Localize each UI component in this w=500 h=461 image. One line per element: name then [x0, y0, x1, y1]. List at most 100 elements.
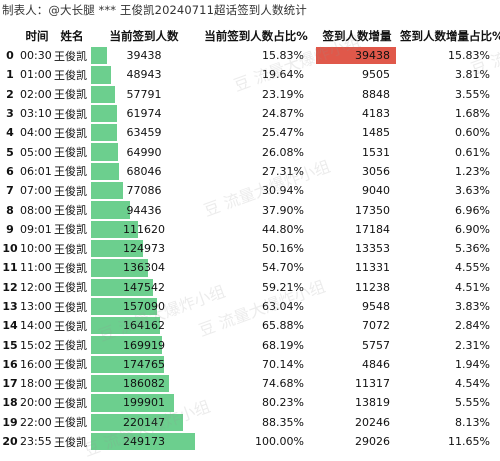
row-current-count: 94436: [90, 200, 198, 219]
count-data-bar: [91, 220, 138, 238]
row-index: 6: [6, 164, 14, 178]
header-increment-pct: 签到人数增量占比%: [400, 29, 500, 43]
row-increment-pct: 4.54%: [455, 377, 490, 391]
row-increment: 13819: [314, 393, 400, 412]
row-current-pct: 100.00%: [255, 435, 304, 449]
row-name: 王俊凯: [54, 358, 87, 372]
row-current-count: 63459: [90, 123, 198, 142]
row-increment-pct: 6.90%: [455, 222, 490, 236]
count-value: 169919: [123, 338, 165, 352]
header-current-count: 当前签到人数: [109, 29, 179, 43]
row-current-pct: 63.04%: [262, 300, 304, 313]
row-increment: 39438: [314, 46, 400, 65]
row-increment: 4183: [314, 104, 400, 123]
row-current-pct: 26.08%: [262, 145, 304, 159]
row-current-count: 174765: [90, 355, 198, 374]
row-increment-pct: 4.51%: [455, 280, 490, 294]
count-value: 57791: [126, 87, 162, 101]
row-current-pct: 15.83%: [262, 49, 304, 63]
row-name: 王俊凯: [54, 261, 87, 275]
count-data-bar: [91, 413, 183, 431]
count-value: 249173: [123, 435, 165, 449]
count-data-bar: [91, 201, 130, 219]
increment-value: 9505: [362, 68, 390, 82]
row-increment-pct: 6.96%: [455, 203, 490, 217]
row-increment: 17184: [314, 220, 400, 239]
count-data-bar: [91, 239, 143, 258]
row-current-count: 68046: [90, 162, 198, 181]
count-data-bar: [91, 66, 111, 84]
row-index: 11: [2, 261, 18, 275]
table-row: 18 20:00 王俊凯 199901 80.23% 13819 5.55%: [0, 393, 500, 412]
row-time: 13:00: [20, 300, 52, 313]
row-increment: 9548: [314, 297, 400, 316]
row-time: 07:00: [20, 184, 52, 198]
row-name: 王俊凯: [54, 319, 87, 333]
increment-value: 13353: [355, 242, 390, 256]
row-name: 王俊凯: [54, 416, 87, 430]
count-data-bar: [91, 394, 174, 412]
row-time: 16:00: [20, 357, 52, 371]
row-increment: 9040: [314, 181, 400, 200]
increment-value: 13819: [355, 396, 390, 410]
row-index: 18: [2, 396, 18, 410]
row-increment-pct: 5.55%: [455, 396, 490, 410]
count-value: 136304: [123, 261, 165, 275]
row-name: 王俊凯: [54, 49, 87, 63]
row-increment-pct: 3.81%: [455, 68, 490, 82]
count-value: 61974: [126, 107, 162, 121]
table-row: 1 01:00 王俊凯 48943 19.64% 9505 3.81%: [0, 65, 500, 84]
header-time: 时间: [25, 29, 49, 43]
row-time: 09:01: [20, 222, 52, 236]
increment-value: 4183: [362, 107, 390, 121]
count-data-bar: [91, 143, 118, 161]
row-name: 王俊凯: [54, 88, 87, 102]
row-time: 04:00: [20, 126, 52, 140]
count-value: 64990: [126, 145, 162, 159]
row-current-count: 186082: [90, 374, 198, 393]
increment-value: 11238: [355, 280, 390, 294]
row-index: 13: [2, 300, 18, 313]
table-caption: 制表人：@大长腿 *** 王俊凯20240711超话签到人数统计: [2, 3, 307, 17]
row-increment-pct: 0.61%: [455, 145, 490, 159]
row-time: 06:01: [20, 164, 52, 178]
row-time: 08:00: [20, 203, 52, 217]
increment-value: 39438: [355, 49, 390, 63]
row-name: 王俊凯: [54, 146, 87, 160]
row-increment: 11317: [314, 374, 400, 393]
row-name: 王俊凯: [54, 68, 87, 82]
row-increment-pct: 3.83%: [455, 300, 490, 313]
row-index: 17: [2, 377, 18, 391]
increment-data-bar: [316, 47, 396, 65]
table-row: 15 15:02 王俊凯 169919 68.19% 5757 2.31%: [0, 335, 500, 354]
increment-value: 9040: [362, 184, 390, 198]
row-name: 王俊凯: [54, 184, 87, 198]
row-current-count: 111620: [90, 220, 198, 239]
row-increment-pct: 5.36%: [455, 242, 490, 256]
row-current-pct: 88.35%: [262, 415, 304, 429]
row-time: 10:00: [20, 242, 52, 256]
row-current-count: 61974: [90, 104, 198, 123]
row-increment-pct: 2.84%: [455, 319, 490, 333]
row-index: 15: [2, 338, 18, 352]
row-increment-pct: 1.68%: [455, 107, 490, 121]
row-index: 20: [2, 435, 18, 449]
increment-value: 17350: [355, 203, 390, 217]
row-name: 王俊凯: [54, 165, 87, 179]
row-index: 10: [2, 242, 18, 256]
row-name: 王俊凯: [54, 300, 87, 314]
increment-value: 9548: [362, 300, 390, 313]
row-current-count: 169919: [90, 335, 198, 354]
table-row: 20 23:55 王俊凯 249173 100.00% 29026 11.65%: [0, 432, 500, 451]
count-data-bar: [91, 182, 123, 200]
increment-value: 3056: [362, 164, 390, 178]
row-current-count: 249173: [90, 432, 198, 451]
count-value: 220147: [123, 415, 165, 429]
increment-value: 1485: [362, 126, 390, 140]
row-current-count: 164162: [90, 316, 198, 335]
row-current-pct: 65.88%: [262, 319, 304, 333]
count-value: 186082: [123, 377, 165, 391]
table-row: 13 13:00 王俊凯 157090 63.04% 9548 3.83%: [0, 297, 500, 316]
row-current-count: 39438: [90, 46, 198, 65]
count-value: 48943: [126, 68, 162, 82]
